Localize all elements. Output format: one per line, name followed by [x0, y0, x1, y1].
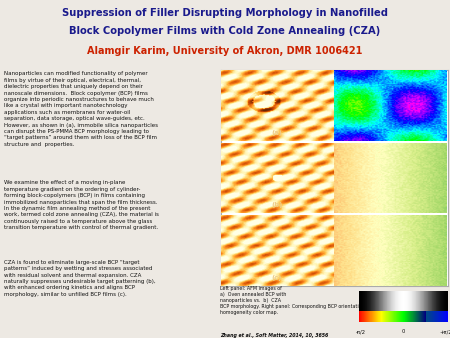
Text: We examine the effect of a moving in-plane
temperature gradient on the ordering : We examine the effect of a moving in-pla…: [4, 180, 159, 230]
Text: Left panel: AFM images of
a)  Oven annealed BCP with
nanoparticles vs.  b)  CZA
: Left panel: AFM images of a) Oven anneal…: [220, 286, 365, 315]
Text: Alamgir Karim, University of Akron, DMR 1006421: Alamgir Karim, University of Akron, DMR …: [87, 46, 363, 56]
Text: Zhang et al., Soft Matter, 2014, 10, 3656: Zhang et al., Soft Matter, 2014, 10, 365…: [220, 333, 329, 338]
Text: +π/2: +π/2: [440, 329, 450, 334]
Text: CZA is found to eliminate large-scale BCP “target
patterns” induced by wetting a: CZA is found to eliminate large-scale BC…: [4, 260, 156, 297]
Text: Block Copolymer Films with Cold Zone Annealing (CZA): Block Copolymer Films with Cold Zone Ann…: [69, 26, 381, 36]
Text: (b): (b): [271, 202, 283, 208]
Text: -π/2: -π/2: [356, 329, 366, 334]
Text: Nanoparticles can modified functionality of polymer
films by virtue of their opt: Nanoparticles can modified functionality…: [4, 71, 158, 147]
Text: 0: 0: [402, 329, 405, 334]
Text: (c): (c): [271, 275, 282, 281]
Text: Suppression of Filler Disrupting Morphology in Nanofilled: Suppression of Filler Disrupting Morphol…: [62, 8, 388, 18]
Text: (a): (a): [271, 130, 282, 136]
